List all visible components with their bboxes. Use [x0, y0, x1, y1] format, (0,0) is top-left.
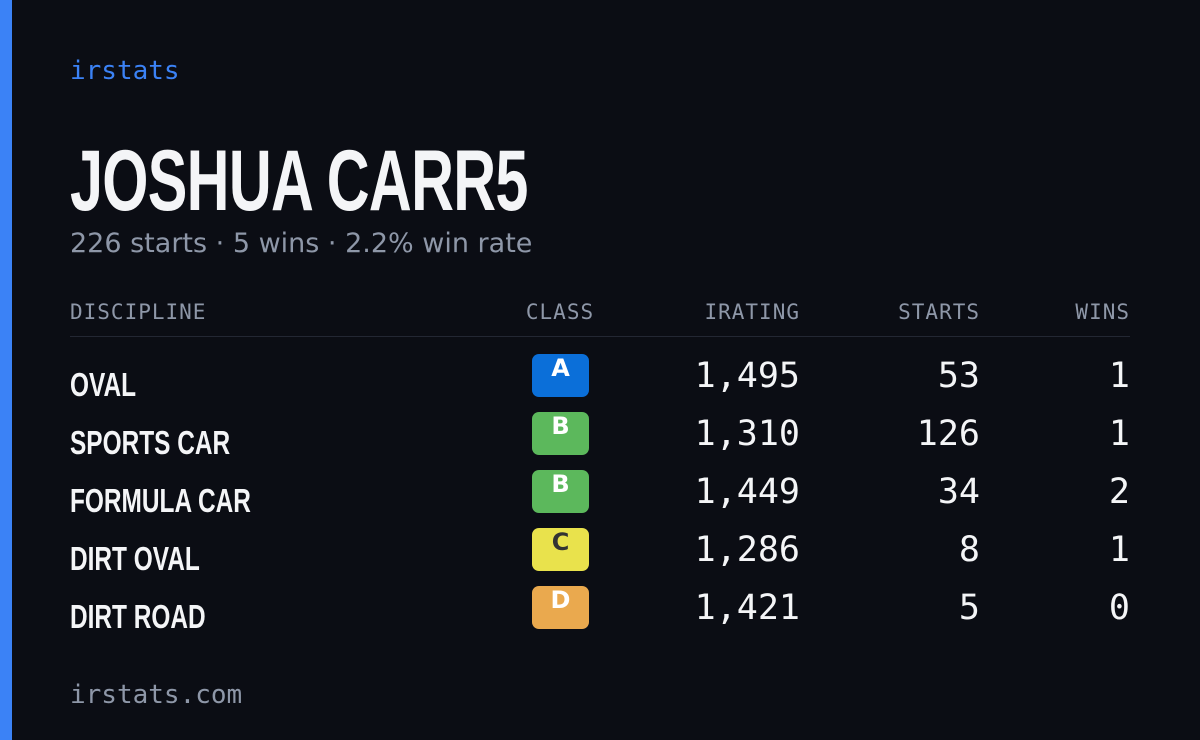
subtitle: 226 starts · 5 wins · 2.2% win rate — [70, 228, 533, 259]
brand: irstats — [70, 56, 180, 86]
wins: 0 — [1108, 588, 1130, 628]
discipline: DIRT ROAD — [70, 598, 206, 635]
starts: 8 — [958, 530, 980, 570]
column-header: IRATING — [704, 300, 800, 324]
starts: 126 — [916, 414, 980, 454]
column-header: STARTS — [898, 300, 980, 324]
irating: 1,495 — [694, 356, 800, 396]
discipline: OVAL — [70, 366, 137, 403]
discipline: FORMULA CAR — [70, 482, 251, 519]
irating: 1,310 — [694, 414, 800, 454]
class-badge: B — [532, 412, 589, 455]
wins: 1 — [1108, 414, 1130, 454]
header-rule — [70, 336, 1130, 337]
starts: 34 — [937, 472, 980, 512]
class-badge: A — [532, 354, 589, 397]
column-header: CLASS — [525, 300, 595, 324]
column-header: DISCIPLINE — [70, 300, 207, 324]
starts: 5 — [958, 588, 980, 628]
accent-bar — [0, 0, 12, 740]
irating: 1,449 — [694, 472, 800, 512]
wins: 1 — [1108, 356, 1130, 396]
irating: 1,421 — [694, 588, 800, 628]
wins: 2 — [1108, 472, 1130, 512]
class-badge: D — [532, 586, 589, 629]
class-badge: B — [532, 470, 589, 513]
discipline: SPORTS CAR — [70, 424, 231, 461]
class-badge: C — [532, 528, 589, 571]
footer: irstats.com — [70, 680, 243, 710]
column-header: WINS — [1075, 300, 1130, 324]
starts: 53 — [937, 356, 980, 396]
wins: 1 — [1108, 530, 1130, 570]
title: JOSHUA CARR5 — [70, 133, 528, 229]
discipline: DIRT OVAL — [70, 540, 200, 577]
irating: 1,286 — [694, 530, 800, 570]
